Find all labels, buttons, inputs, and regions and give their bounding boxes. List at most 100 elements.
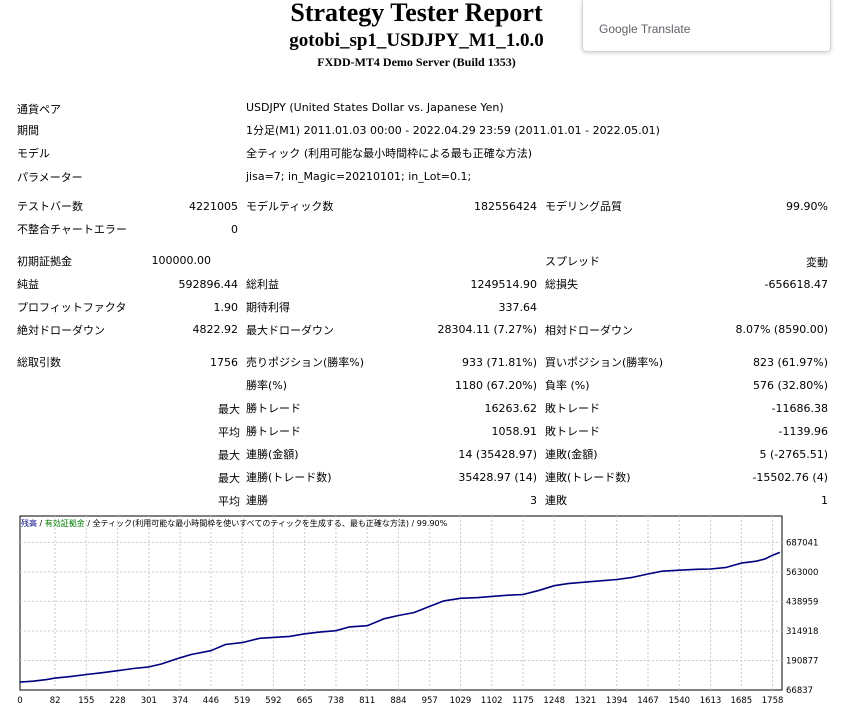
average-consecutive-losses-label: 連敗: [545, 494, 567, 507]
x-tick-label: 1540: [668, 696, 690, 706]
max-consecutive-profit-label: 連勝(トレード数): [246, 471, 332, 484]
average-consecutive-losses-value: 1: [821, 494, 828, 507]
largest-win-value: 16263.62: [484, 402, 538, 415]
largest-win-label: 勝トレード: [246, 402, 301, 415]
server-info: FXDD-MT4 Demo Server (Build 1353): [317, 55, 516, 69]
x-tick-label: 665: [297, 696, 313, 706]
relative-drawdown-value: 8.07% (8590.00): [735, 323, 828, 336]
win-rate-label: 勝率(%): [246, 379, 288, 392]
x-tick-label: 738: [328, 696, 344, 706]
y-tick-label: 563000: [786, 568, 818, 578]
chart-legend: 残高 / 有効証拠金 / 全ティック(利用可能な最小時間枠を使いすべてのティック…: [21, 518, 447, 529]
x-tick-label: 957: [422, 696, 438, 706]
symbol-value: USDJPY (United States Dollar vs. Japanes…: [246, 101, 504, 114]
average-loss-value: -1139.96: [778, 425, 828, 438]
y-tick-label: 314918: [786, 627, 818, 637]
legend-balance: 残高: [21, 519, 37, 528]
largest-loss-label: 敗トレード: [545, 402, 600, 415]
max-consecutive-profit-value: 35428.97 (14): [458, 471, 537, 484]
x-tick-label: 228: [109, 696, 125, 706]
errors-value: 0: [231, 223, 238, 236]
profit-factor-value: 1.90: [213, 301, 239, 314]
symbol-label: 通貨ペア: [17, 103, 61, 116]
x-tick-label: 1685: [731, 696, 753, 706]
max-consecutive-wins-value: 14 (35428.97): [458, 448, 537, 461]
balance-chart: 0 82 155 228 301 374 446 519 592 665 738 811 884 957 1…: [17, 515, 818, 706]
legend-separator: /: [37, 519, 45, 528]
period-label: 期間: [17, 124, 39, 137]
gross-profit-value: 1249514.90: [470, 278, 537, 291]
spread-value: 変動: [806, 256, 828, 269]
short-positions-value: 933 (71.81%): [461, 356, 537, 369]
gross-loss-label: 総損失: [545, 278, 578, 291]
max-drawdown-label: 最大ドローダウン: [246, 324, 334, 337]
average-prefix: 平均: [218, 426, 240, 439]
x-tick-label: 301: [141, 696, 157, 706]
x-tick-label: 1613: [700, 696, 722, 706]
expected-payoff-value: 337.64: [498, 301, 538, 314]
x-tick-label: 0: [17, 696, 22, 706]
x-tick-label: 1467: [637, 696, 659, 706]
model-value: 全ティック (利用可能な最小時間枠による最も正確な方法): [246, 147, 533, 160]
max-consecutive-wins-label: 連勝(金額): [246, 448, 299, 461]
relative-drawdown-label: 相対ドローダウン: [545, 324, 633, 337]
average-win-label: 勝トレード: [246, 425, 301, 438]
y-tick-label: 190877: [786, 656, 818, 666]
x-tick-label: 811: [359, 696, 375, 706]
params-value: jisa=7; in_Magic=20210101; in_Lot=0.1;: [246, 170, 472, 183]
legend-model-info: 全ティック(利用可能な最小時間枠を使いすべてのティックを生成する、最も正確な方法…: [92, 519, 448, 528]
loss-rate-value: 576 (32.80%): [752, 379, 828, 392]
spread-label: スプレッド: [545, 255, 600, 268]
x-tick-label: 1758: [762, 696, 784, 706]
gross-loss-value: -656618.47: [764, 278, 828, 291]
google-translate-widget[interactable]: Google Translate: [582, 0, 831, 52]
bars-label: テストバー数: [17, 200, 83, 213]
deposit-value: 100000.00: [151, 254, 212, 267]
x-tick-label: 1029: [450, 696, 472, 706]
average-consecutive-wins-value: 3: [530, 494, 537, 507]
report-title: Strategy Tester Report: [290, 0, 543, 27]
deposit-label: 初期証拠金: [17, 255, 72, 268]
y-tick-label: 687041: [786, 538, 818, 548]
gross-profit-label: 総利益: [246, 278, 279, 291]
report-subtitle: gotobi_sp1_USDJPY_M1_1.0.0: [289, 30, 544, 51]
y-tick-label: 438959: [786, 597, 818, 607]
x-tick-label: 884: [390, 696, 406, 706]
x-tick-label: 82: [50, 696, 61, 706]
ticks-label: モデルティック数: [246, 200, 334, 213]
max-consecutive-losses-label: 連敗(金額): [545, 448, 598, 461]
average-loss-label: 敗トレード: [545, 425, 600, 438]
loss-rate-label: 負率 (%): [545, 379, 590, 392]
largest-prefix: 最大: [218, 403, 240, 416]
profit-factor-label: プロフィットファクタ: [17, 301, 127, 314]
long-positions-value: 823 (61.97%): [752, 356, 828, 369]
max-consecutive-profit-prefix: 最大: [218, 472, 240, 485]
long-positions-label: 買いポジション(勝率%): [545, 356, 664, 369]
quality-value: 99.90%: [786, 200, 828, 213]
average-win-value: 1058.91: [491, 425, 538, 438]
average-consecutive-wins-label: 連勝: [246, 494, 268, 507]
max-consecutive-prefix: 最大: [218, 449, 240, 462]
x-tick-label: 374: [172, 696, 188, 706]
win-rate-value: 1180 (67.20%): [454, 379, 537, 392]
total-trades-value: 1756: [210, 356, 238, 369]
max-drawdown-value: 28304.11 (7.27%): [437, 323, 537, 336]
plot-frame: [19, 515, 783, 691]
short-positions-label: 売りポジション(勝率%): [246, 356, 365, 369]
quality-label: モデリング品質: [545, 200, 622, 213]
legend-equity: 有効証拠金: [44, 519, 85, 528]
y-tick-label: 66837: [786, 686, 813, 696]
x-tick-label: 446: [203, 696, 219, 706]
bars-value: 4221005: [189, 200, 238, 213]
legend-separator: /: [84, 519, 93, 528]
balance-line: [19, 551, 781, 683]
average-consecutive-prefix: 平均: [218, 495, 240, 508]
errors-label: 不整合チャートエラー: [17, 223, 127, 236]
google-translate-label: Google Translate: [599, 22, 691, 36]
x-tick-label: 155: [78, 696, 94, 706]
absolute-drawdown-value: 4822.92: [192, 323, 239, 336]
total-trades-label: 総取引数: [17, 356, 61, 369]
x-tick-label: 519: [234, 696, 250, 706]
x-tick-label: 1394: [606, 696, 628, 706]
max-consecutive-losses-value: 5 (-2765.51): [759, 448, 828, 461]
